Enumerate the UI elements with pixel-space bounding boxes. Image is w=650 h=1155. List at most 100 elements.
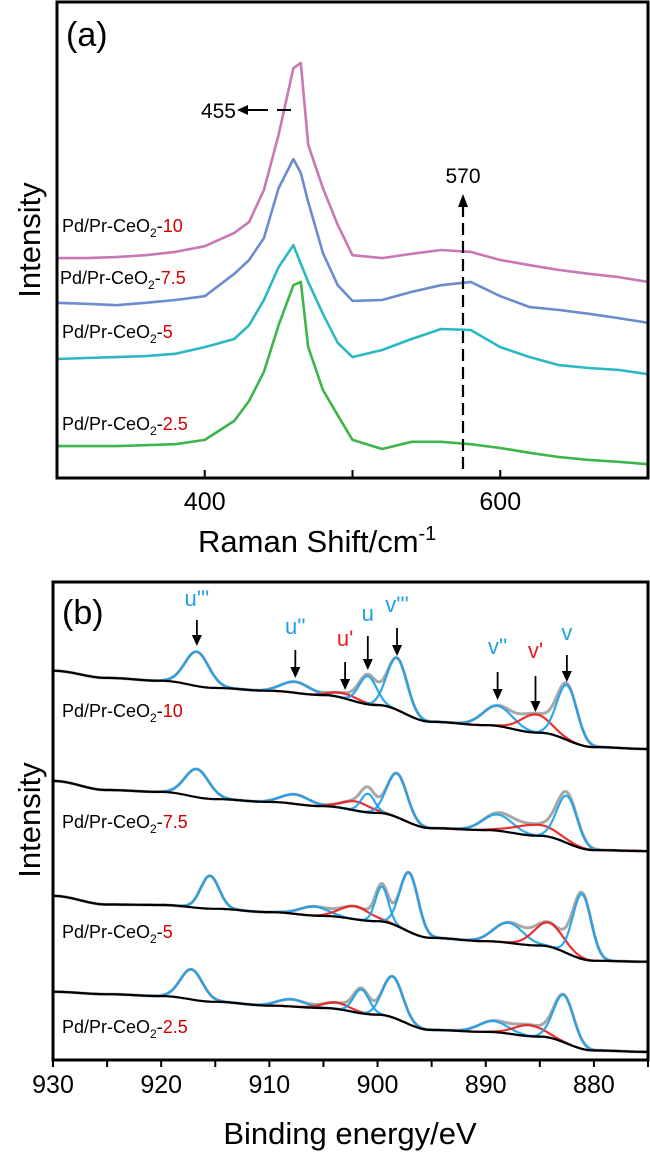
xps-series-label-7.5-suffix: 7.5 — [163, 812, 188, 832]
xps-peak-label: u — [362, 601, 374, 626]
raman-series-label-2.5: Pd/Pr-CeO2-2.5 — [62, 414, 188, 438]
raman-series-label-10-suffix: 10 — [163, 216, 183, 236]
raman-series-label-5: Pd/Pr-CeO2-5 — [62, 322, 173, 346]
xps-background-line — [53, 990, 648, 1053]
xps-series-labels: Pd/Pr-CeO2-10Pd/Pr-CeO2-7.5Pd/Pr-CeO2-5P… — [62, 701, 188, 1041]
down-arrow-head-icon — [290, 667, 301, 678]
xps-envelope-line — [53, 870, 648, 964]
annotation-455-label: 455 — [201, 100, 236, 123]
xps-component-line — [273, 689, 416, 720]
xps-peak-label: v — [561, 620, 572, 645]
raman-series-label-10-sub: 2 — [150, 226, 157, 240]
raman-series-label-7.5-dash: - — [155, 268, 161, 288]
xps-series-label-7.5-prefix: Pd/Pr-CeO — [62, 812, 150, 832]
xps-component-line — [349, 885, 415, 936]
xps-spectrum-5 — [53, 870, 648, 964]
raman-series-label-2.5-sub: 2 — [150, 424, 157, 438]
raman-x-ticks: 400 600 — [184, 470, 521, 516]
raman-series-label-2.5-suffix: 2.5 — [163, 414, 188, 434]
xps-peak-label: v' — [528, 638, 543, 663]
xps-series-label-7.5-sub: 2 — [150, 822, 157, 836]
raman-series-label-10-prefix: Pd/Pr-CeO — [62, 216, 150, 236]
xps-spectrum-7.5 — [53, 767, 648, 853]
annotation-570-label: 570 — [445, 165, 480, 188]
raman-series-label-7.5-sub: 2 — [148, 278, 155, 292]
raman-series-label-7.5: Pd/Pr-CeO2-7.5 — [60, 268, 186, 292]
raman-series-line-10 — [57, 61, 649, 284]
xps-peak-label: u'' — [285, 614, 306, 639]
xps-peak-labels: u''' u'' u' u v''' v'' v' v — [184, 586, 572, 712]
xps-series-label-10-prefix: Pd/Pr-CeO — [62, 701, 150, 721]
down-arrow-head-icon — [561, 671, 572, 682]
xps-x-tick-label-890: 890 — [465, 1071, 507, 1099]
raman-x-tick-label-400: 400 — [184, 488, 226, 516]
xps-x-tick-label-880: 880 — [573, 1071, 615, 1099]
raman-series-line-7.5 — [56, 157, 649, 325]
xps-component-line — [534, 893, 629, 963]
raman-x-axis-title: Raman Shift/cm-1 — [198, 523, 436, 559]
raman-x-axis-title-text: Raman Shift/cm — [198, 524, 419, 559]
raman-plot-frame — [55, 0, 650, 480]
xps-series-label-2.5-suffix: 2.5 — [163, 1017, 188, 1037]
xps-peak-label: v''' — [385, 592, 409, 617]
down-arrow-head-icon — [492, 689, 503, 700]
xps-curves-group — [53, 650, 648, 1054]
xps-series-label-2.5: Pd/Pr-CeO2-2.5 — [62, 1017, 188, 1041]
xps-series-label-5-suffix: 5 — [163, 922, 173, 942]
xps-component-line — [361, 871, 456, 941]
raman-series-group — [56, 61, 649, 466]
xps-x-tick-label-930: 930 — [32, 1071, 74, 1099]
xps-x-tick-label-920: 920 — [140, 1071, 182, 1099]
xps-series-label-10: Pd/Pr-CeO2-10 — [62, 701, 183, 725]
xps-component-line — [135, 650, 259, 692]
xps-background-line — [53, 894, 648, 963]
xps-peak-label: u''' — [184, 586, 209, 611]
down-arrow-head-icon — [392, 645, 403, 656]
xps-series-label-10-sub: 2 — [150, 711, 157, 725]
xps-series-label-5-sub: 2 — [150, 932, 157, 946]
xps-plot-frame — [51, 580, 650, 1062]
xps-series-label-7.5: Pd/Pr-CeO2-7.5 — [62, 812, 188, 836]
xps-series-label-7.5-dash: - — [157, 812, 163, 832]
xps-series-label-5-prefix: Pd/Pr-CeO — [62, 922, 150, 942]
xps-series-label-2.5-prefix: Pd/Pr-CeO — [62, 1017, 150, 1037]
raman-series-label-5-suffix: 5 — [163, 322, 173, 342]
raman-series-label-2.5-prefix: Pd/Pr-CeO — [62, 414, 150, 434]
xps-spectrum-10 — [53, 650, 648, 751]
raman-series-label-5-prefix: Pd/Pr-CeO — [62, 322, 150, 342]
xps-component-line — [344, 656, 450, 724]
raman-series-label-5-sub: 2 — [150, 332, 157, 346]
down-arrow-head-icon — [530, 701, 541, 712]
xps-series-label-10-suffix: 10 — [163, 701, 183, 721]
xps-x-tick-label-900: 900 — [357, 1071, 399, 1099]
raman-x-axis-title-superscript: -1 — [419, 523, 437, 545]
down-arrow-head-icon — [191, 635, 202, 646]
xps-peak-label: v'' — [488, 634, 507, 659]
xps-series-label-2.5-dash: - — [157, 1017, 163, 1037]
annotation-455-arrow — [237, 105, 291, 115]
raman-series-labels: Pd/Pr-CeO2-10Pd/Pr-CeO2-7.5Pd/Pr-CeO2-5P… — [60, 216, 188, 438]
raman-series-label-7.5-suffix: 7.5 — [161, 268, 186, 288]
xps-series-label-5-dash: - — [157, 922, 163, 942]
raman-series-label-7.5-prefix: Pd/Pr-CeO — [60, 268, 148, 288]
xps-y-axis-title: Intensity — [12, 762, 47, 878]
raman-series-line-2.5 — [57, 280, 649, 466]
xps-x-tick-label-910: 910 — [249, 1071, 291, 1099]
raman-x-tick-label-600: 600 — [479, 488, 521, 516]
raman-series-label-10-dash: - — [157, 216, 163, 236]
xps-component-line — [279, 905, 431, 939]
xps-x-ticks: 930 920 910 900 890 880 — [32, 1060, 649, 1099]
xps-series-label-5: Pd/Pr-CeO2-5 — [62, 922, 173, 946]
xps-series-label-2.5-sub: 2 — [150, 1027, 157, 1041]
xps-background-line — [53, 779, 648, 853]
xps-background-line — [53, 669, 648, 751]
raman-y-axis-title: Intensity — [12, 182, 47, 298]
xps-series-label-10-dash: - — [157, 701, 163, 721]
down-arrow-head-icon — [340, 679, 351, 690]
xps-x-axis-title: Binding energy/eV — [223, 1116, 477, 1151]
xps-panel-label: (b) — [62, 594, 104, 632]
raman-series-label-2.5-dash: - — [157, 414, 163, 434]
down-arrow-head-icon — [362, 659, 373, 670]
raman-series-line-5 — [56, 243, 649, 376]
